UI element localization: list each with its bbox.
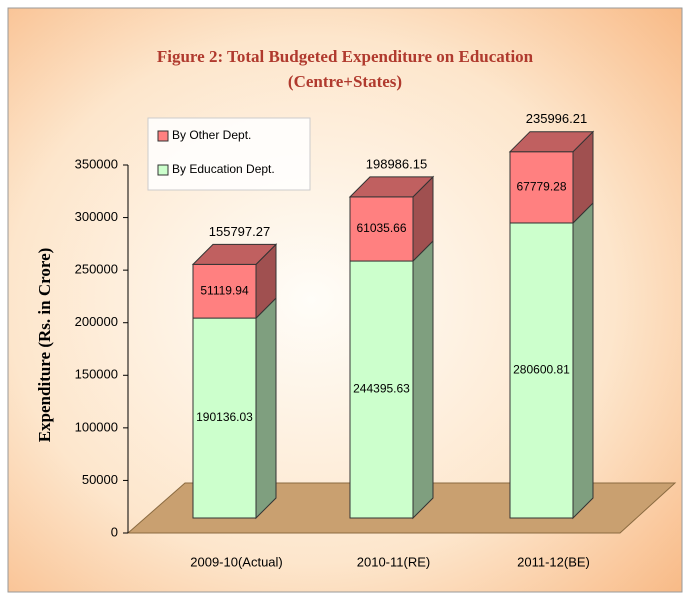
data-label: 51119.94 bbox=[200, 283, 249, 297]
y-tick-label: 250000 bbox=[75, 262, 118, 277]
bar-segment bbox=[508, 130, 595, 225]
data-label: 280600.81 bbox=[513, 363, 570, 377]
data-label: 61035.66 bbox=[356, 221, 406, 235]
total-annotation: 155797.27 bbox=[209, 224, 270, 239]
y-axis-label: Expenditure (Rs. in Crore) bbox=[35, 248, 54, 443]
x-tick-label: 2011-12(BE) bbox=[517, 554, 590, 569]
data-label: 190136.03 bbox=[196, 410, 253, 424]
y-tick-label: 100000 bbox=[75, 419, 118, 434]
legend-swatch bbox=[157, 130, 169, 142]
bar-side bbox=[412, 239, 434, 520]
y-tick-label: 150000 bbox=[75, 367, 118, 382]
x-tick-label: 2010-11(RE) bbox=[357, 554, 430, 569]
total-annotation: 198986.15 bbox=[366, 156, 427, 171]
data-label: 244395.63 bbox=[353, 382, 410, 396]
bar-top bbox=[191, 243, 278, 265]
y-tick-label: 350000 bbox=[75, 156, 118, 171]
bar-front bbox=[509, 151, 574, 224]
bar-side bbox=[255, 296, 277, 520]
bar-segment bbox=[349, 239, 434, 520]
total-annotation: 235996.21 bbox=[526, 111, 587, 126]
chart-title: Figure 2: Total Budgeted Expenditure on … bbox=[157, 47, 534, 66]
legend-box bbox=[147, 117, 311, 191]
y-tick-label: 50000 bbox=[82, 472, 118, 487]
data-label: 67779.28 bbox=[516, 180, 566, 194]
y-tick-label: 300000 bbox=[75, 209, 118, 224]
bar-top bbox=[508, 131, 595, 153]
y-tick-label: 200000 bbox=[75, 314, 118, 329]
y-tick-label: 0 bbox=[111, 524, 118, 539]
legend-label: By Other Dept. bbox=[172, 128, 251, 142]
legend-label: By Education Dept. bbox=[172, 162, 275, 176]
x-tick-label: 2009-10(Actual) bbox=[190, 554, 283, 569]
bar-segment bbox=[191, 243, 278, 320]
bar-side bbox=[572, 201, 594, 520]
bar-top bbox=[348, 176, 435, 198]
bar-segment bbox=[348, 175, 435, 263]
legend-swatch bbox=[157, 164, 169, 176]
bar-front bbox=[192, 263, 257, 319]
chart-subtitle: (Centre+States) bbox=[288, 72, 402, 91]
bar-segment bbox=[509, 201, 594, 520]
bar-segment bbox=[192, 296, 277, 520]
